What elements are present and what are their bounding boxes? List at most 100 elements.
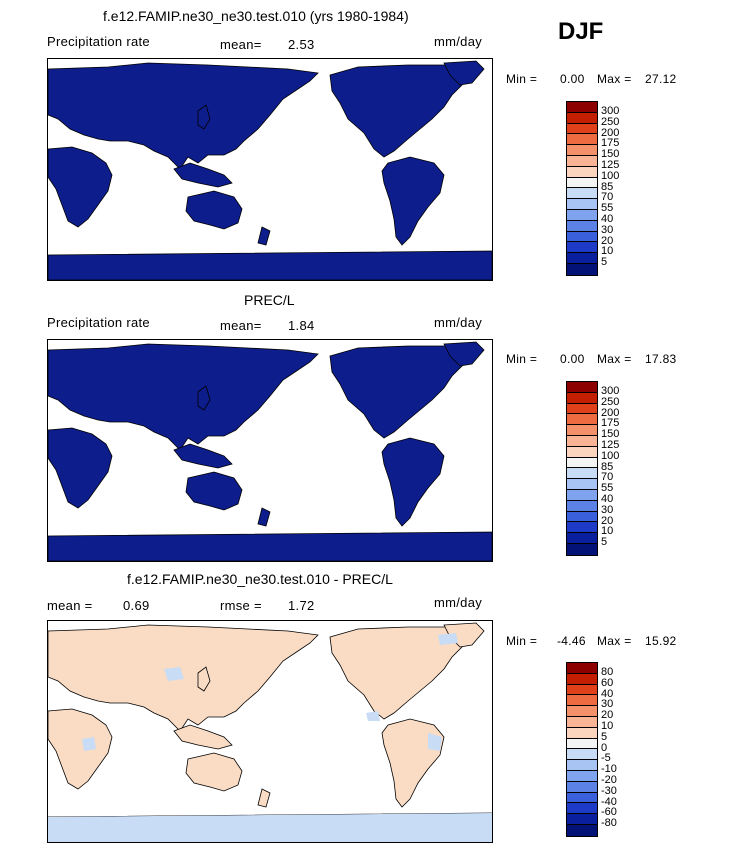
colorbar-tick-label: 70	[601, 471, 614, 484]
panel3-title: f.e12.FAMIP.ne30_ne30.test.010 - PREC/L	[127, 571, 393, 587]
colorbar-tick-label: 150	[601, 148, 620, 161]
panel3-japan	[197, 666, 211, 692]
colorbar-swatch	[567, 479, 597, 490]
panel2-max-label: Max =	[597, 352, 632, 366]
colorbar-tick-label: -80	[601, 817, 617, 830]
colorbar-swatch	[567, 392, 597, 404]
colorbar-tick-label: -60	[601, 806, 617, 819]
panel2-colorbar-labels: 300 250 200 175 150 125 100 85 70 55 40 30 20 10 5	[601, 386, 619, 548]
colorbar-tick-label: 80	[601, 666, 614, 678]
colorbar-tick-label: 40	[601, 687, 614, 700]
panel1-min-label: Min =	[506, 72, 538, 86]
panel1-australia	[185, 190, 243, 230]
colorbar-tick-label: 125	[601, 438, 620, 451]
colorbar-tick-label: 55	[601, 202, 614, 215]
colorbar-swatch	[567, 199, 597, 210]
panel3-rmse-value: 1.72	[288, 598, 315, 613]
colorbar-tick-label: 175	[601, 137, 620, 150]
panel2-mean-label: mean=	[220, 318, 262, 333]
colorbar-swatch	[567, 522, 597, 534]
panel2-variable-label: Precipitation rate	[47, 315, 150, 330]
colorbar-swatch	[567, 749, 597, 761]
panel3-mean-label: mean =	[47, 598, 93, 613]
panel3-new-zealand	[257, 788, 271, 808]
panel2-new-zealand	[257, 507, 271, 527]
panel3-max-label: Max =	[597, 634, 632, 648]
colorbar-tick-label: 20	[601, 514, 614, 527]
panel3-negative-regions	[48, 633, 492, 842]
colorbar-tick-label: 10	[601, 719, 614, 732]
panel1-colorbar-labels: 300 250 200 175 150 125 100 85 70 55 40 30 20 10 5	[601, 106, 619, 268]
colorbar-tick-label: 60	[601, 676, 614, 689]
panel2-greenland	[443, 341, 485, 367]
panel1-asia-europe	[48, 62, 319, 170]
colorbar-swatch	[567, 695, 597, 707]
panel2-min-label: Min =	[506, 352, 538, 366]
panel3-units: mm/day	[434, 595, 483, 610]
colorbar-tick-label: 30	[601, 698, 614, 711]
colorbar-swatch	[567, 814, 597, 825]
colorbar-swatch	[567, 112, 597, 124]
colorbar-swatch	[567, 446, 597, 458]
panel2-antarctica	[48, 531, 492, 561]
panel3-maritime-asia	[173, 724, 233, 750]
panel3-negative-patch	[48, 813, 492, 842]
panel3-south-america	[381, 718, 445, 808]
colorbar-swatch	[567, 824, 597, 836]
panel3-colorbar	[566, 662, 598, 837]
colorbar-swatch	[567, 533, 597, 544]
panel1-map-svg	[48, 60, 492, 280]
colorbar-swatch	[567, 403, 597, 415]
panel3-max-value: 15.92	[645, 634, 677, 648]
colorbar-tick-label: 200	[601, 126, 620, 139]
panel1-africa	[48, 146, 113, 228]
colorbar-tick-label: 20	[601, 234, 614, 247]
panel3-colorbar-labels: 80 60 40 30 20 10 5 0 -5 -10 -20 -30 -40 -60 -80	[601, 667, 617, 829]
colorbar-tick-label: 300	[601, 105, 620, 117]
colorbar-tick-label: 10	[601, 245, 614, 258]
colorbar-swatch	[567, 177, 597, 189]
panel2-title: PREC/L	[244, 292, 295, 308]
colorbar-swatch	[567, 543, 597, 555]
colorbar-tick-label: -40	[601, 795, 617, 808]
colorbar-swatch	[567, 781, 597, 793]
colorbar-tick-label: 10	[601, 525, 614, 538]
colorbar-swatch	[567, 188, 597, 200]
colorbar-swatch	[567, 145, 597, 156]
colorbar-swatch	[567, 155, 597, 167]
panel3-map-svg	[48, 622, 492, 842]
colorbar-tick-label: 250	[601, 115, 620, 128]
panel2-australia	[185, 471, 243, 511]
panel1-min-value: 0.00	[560, 72, 585, 86]
colorbar-swatch	[567, 792, 597, 804]
colorbar-swatch	[567, 414, 597, 426]
colorbar-tick-label: 0	[601, 741, 608, 754]
colorbar-tick-label: 20	[601, 709, 614, 722]
panel3-negative-patch	[82, 737, 96, 751]
colorbar-swatch	[567, 263, 597, 275]
colorbar-swatch	[567, 134, 597, 146]
colorbar-tick-label: 200	[601, 406, 620, 419]
panel3-min-value: -4.46	[557, 634, 586, 648]
panel1-antarctica	[48, 250, 492, 280]
panel1-title: f.e12.FAMIP.ne30_ne30.test.010 (yrs 1980…	[103, 8, 409, 24]
panel1-north-america	[329, 64, 469, 158]
panel1-maritime-asia	[173, 162, 233, 188]
colorbar-swatch	[567, 738, 597, 750]
panel3-negative-patch	[164, 667, 184, 681]
colorbar-swatch	[567, 242, 597, 254]
colorbar-swatch	[567, 663, 597, 674]
colorbar-tick-label: 85	[601, 180, 614, 193]
panel2-maritime-asia	[173, 443, 233, 469]
panel2-north-america	[329, 345, 469, 439]
colorbar-swatch	[567, 770, 597, 782]
colorbar-tick-label: -10	[601, 763, 617, 776]
colorbar-tick-label: 100	[601, 169, 620, 182]
panel3-rmse-label: rmse =	[220, 598, 262, 613]
panel1-new-zealand	[257, 226, 271, 246]
panel1-land	[48, 60, 492, 280]
panel1-map	[47, 58, 493, 281]
colorbar-swatch	[567, 102, 597, 113]
colorbar-swatch	[567, 425, 597, 436]
panel1-variable-label: Precipitation rate	[47, 34, 150, 49]
